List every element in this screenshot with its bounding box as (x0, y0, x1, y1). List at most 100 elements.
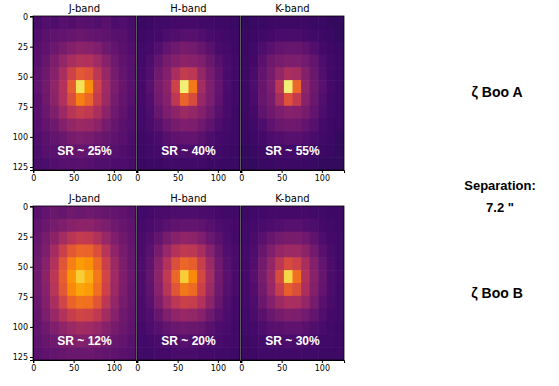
heatmap-cell (110, 309, 119, 322)
heatmap-cell (241, 334, 250, 347)
annotation: SR ~ 20% (161, 334, 216, 348)
heatmap-cell (76, 270, 85, 283)
heatmap-cell (206, 80, 215, 93)
heatmap-cell (231, 16, 240, 29)
y-axis: 0255075100125 (13, 13, 34, 172)
heatmap-cell (284, 106, 293, 119)
panel-title: K-band (275, 3, 309, 14)
heatmap-cell (206, 29, 215, 42)
heatmap-cell (146, 29, 155, 42)
heatmap-cell (42, 132, 51, 145)
y-tick-label: 75 (18, 293, 28, 302)
heatmap-cell (231, 80, 240, 93)
heatmap-cell (231, 206, 240, 219)
heatmap-cell (85, 283, 94, 296)
heatmap-cell (119, 67, 128, 80)
heatmap-cell (231, 245, 240, 258)
heatmap-cell (180, 347, 189, 360)
plot-frame (33, 206, 136, 360)
annotation: SR ~ 30% (265, 334, 320, 348)
heatmap-cell (267, 309, 276, 322)
heatmap-cell (180, 296, 189, 309)
heatmap-cell (189, 106, 198, 119)
x-tick: 50 (277, 170, 287, 183)
heatmap-cell (180, 29, 189, 42)
heatmap-cell (76, 42, 85, 55)
heatmap-cell (267, 80, 276, 93)
panel: 050100H-bandSR ~ 40% (135, 3, 240, 183)
y-tick: 100 (13, 323, 33, 332)
panel-title: K-band (275, 193, 309, 204)
heatmap-cell (42, 347, 51, 360)
heatmap-cell (310, 347, 319, 360)
heatmap-cell (275, 106, 284, 119)
annotation: SR ~ 55% (265, 144, 320, 158)
heatmap-cell (127, 309, 136, 322)
x-tick-label: 50 (173, 174, 183, 183)
y-tick: 0 (23, 203, 33, 212)
heatmap-cell (206, 119, 215, 132)
heatmap-cell (335, 245, 344, 258)
heatmap-cell (110, 283, 119, 296)
heatmap-cell (293, 245, 302, 258)
x-axis-line (138, 361, 241, 364)
heatmap-cell (231, 270, 240, 283)
x-axis: 050100 (239, 360, 344, 373)
heatmap-cell (223, 106, 232, 119)
heatmap-cell (67, 157, 76, 170)
heatmap-cell (154, 157, 163, 170)
y-tick-label: 0 (23, 203, 28, 212)
heatmap-cell (180, 42, 189, 55)
x-tick: 100 (107, 170, 122, 183)
heatmap-cell (76, 257, 85, 270)
heatmap-cell (110, 67, 119, 80)
heatmap-cell (335, 157, 344, 170)
heatmap-cell (318, 80, 327, 93)
heatmap-cell (301, 232, 310, 245)
x-tick: 50 (173, 360, 183, 373)
heatmap-cell (93, 16, 102, 29)
heatmap-cell (197, 119, 206, 132)
heatmap-cell (241, 322, 250, 335)
heatmap-cell (33, 334, 42, 347)
heatmap-cell (258, 42, 267, 55)
heatmap-cell (258, 219, 267, 232)
heatmap-cell (223, 206, 232, 219)
heatmap-cell (119, 347, 128, 360)
heatmap-cell (50, 296, 59, 309)
heatmap-cell (163, 42, 172, 55)
heatmap-cells (137, 16, 240, 170)
heatmap-cell (171, 296, 180, 309)
heatmap-cell (110, 157, 119, 170)
heatmap-cell (137, 29, 146, 42)
annotation: SR ~ 12% (57, 334, 112, 348)
heatmap-cells (33, 206, 136, 360)
heatmap-cell (214, 257, 223, 270)
heatmap-cell (110, 42, 119, 55)
heatmap-cell (293, 347, 302, 360)
heatmap-cell (110, 16, 119, 29)
heatmap-cell (85, 93, 94, 106)
heatmap-cell (33, 309, 42, 322)
heatmap-cell (231, 93, 240, 106)
heatmap-cell (102, 119, 111, 132)
heatmap-cell (67, 29, 76, 42)
heatmap-cell (267, 257, 276, 270)
heatmap-cell (163, 270, 172, 283)
heatmap-cell (231, 257, 240, 270)
heatmap-cell (50, 347, 59, 360)
heatmap-cell (301, 257, 310, 270)
heatmap-cell (197, 106, 206, 119)
heatmap-cell (127, 42, 136, 55)
heatmap-cell (110, 206, 119, 219)
heatmap-cell (67, 42, 76, 55)
heatmap-cell (250, 270, 259, 283)
heatmap-cell (163, 16, 172, 29)
heatmap-cell (293, 257, 302, 270)
heatmap-cell (231, 322, 240, 335)
heatmap-cell (250, 29, 259, 42)
heatmap-cell (284, 119, 293, 132)
heatmap-cell (33, 42, 42, 55)
heatmap-cell (275, 257, 284, 270)
heatmap-cell (127, 16, 136, 29)
